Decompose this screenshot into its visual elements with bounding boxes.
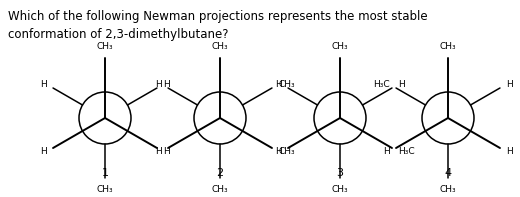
- Text: H: H: [163, 147, 170, 156]
- Text: H: H: [506, 80, 513, 89]
- Text: CH₃: CH₃: [332, 42, 348, 51]
- Text: H: H: [40, 147, 47, 156]
- Text: CH₃: CH₃: [278, 80, 295, 89]
- Text: CH₃: CH₃: [332, 185, 348, 194]
- Text: CH₃: CH₃: [440, 42, 457, 51]
- Text: H: H: [275, 147, 282, 156]
- Text: H₃C: H₃C: [398, 147, 414, 156]
- Text: Which of the following Newman projections represents the most stable: Which of the following Newman projection…: [8, 10, 427, 23]
- Text: conformation of 2,3-dimethylbutane?: conformation of 2,3-dimethylbutane?: [8, 28, 228, 41]
- Text: H₃C: H₃C: [373, 80, 390, 89]
- Text: CH₃: CH₃: [278, 147, 295, 156]
- Text: H: H: [40, 80, 47, 89]
- Text: H: H: [275, 80, 282, 89]
- Text: H: H: [506, 147, 513, 156]
- Text: 4: 4: [445, 168, 451, 178]
- Text: 2: 2: [216, 168, 224, 178]
- Text: 3: 3: [336, 168, 344, 178]
- Text: CH₃: CH₃: [97, 42, 113, 51]
- Text: H: H: [155, 80, 162, 89]
- Text: CH₃: CH₃: [440, 185, 457, 194]
- Text: H: H: [155, 147, 162, 156]
- Text: H: H: [383, 147, 390, 156]
- Text: CH₃: CH₃: [97, 185, 113, 194]
- Text: 1: 1: [101, 168, 109, 178]
- Text: H: H: [163, 80, 170, 89]
- Text: CH₃: CH₃: [212, 42, 228, 51]
- Text: H: H: [398, 80, 405, 89]
- Text: CH₃: CH₃: [212, 185, 228, 194]
